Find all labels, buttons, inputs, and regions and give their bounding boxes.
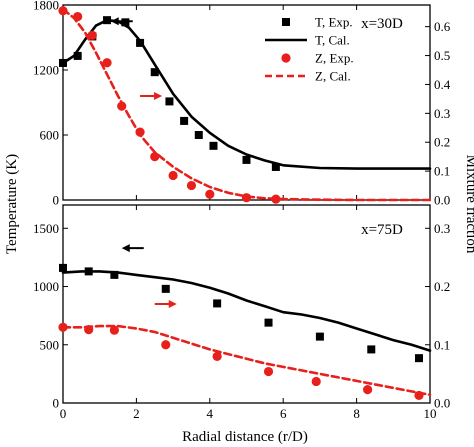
legend-entry-z-cal: Z, Cal. (265, 69, 351, 84)
arrow-head (154, 92, 163, 100)
data-point-t-exp (194, 131, 203, 139)
y-left-tick-label: 1800 (33, 0, 59, 13)
y-right-tick-label: 0.5 (434, 48, 450, 63)
y-right-tick-label: 0.6 (434, 19, 451, 34)
x-tick-label: 10 (424, 406, 437, 421)
data-point-z-exp (102, 58, 112, 68)
panel-label: x=75D (361, 222, 403, 238)
data-point-t-exp (264, 318, 273, 327)
data-point-z-exp (212, 351, 222, 362)
legend-swatch (282, 18, 290, 26)
y-right-tick-label: 0.0 (434, 396, 450, 411)
y-left-tick-label: 600 (40, 128, 60, 143)
panel-label: x=30D (361, 16, 403, 32)
y-right-tick-label: 0.3 (434, 221, 450, 236)
legend-entry-t-exp: T, Exp. (282, 15, 353, 30)
x-tick-label: 8 (353, 406, 360, 421)
data-point-z-exp (87, 30, 97, 40)
data-point-t-exp (414, 354, 423, 363)
y-left-tick-label: 1200 (33, 63, 59, 78)
legend-label: T, Exp. (315, 15, 353, 30)
arrow-left-icon (110, 17, 133, 26)
data-point-z-exp (263, 366, 274, 377)
data-point-z-exp (161, 340, 171, 350)
series-line-t-cal (61, 270, 432, 352)
y-right-tick-label: 0.1 (434, 164, 450, 179)
panel-2: 0 2 4 6 8 10 0 500 1000 1500 0.0 0.1 0.2 0.3 x=75D (33, 204, 450, 421)
legend-label: T, Cal. (315, 33, 350, 48)
y-left-tick-label: 1500 (33, 221, 59, 236)
plot-frame (62, 204, 431, 404)
y-left-tick-label: 0 (53, 396, 60, 411)
legend-entry-t-cal: T, Cal. (265, 33, 350, 48)
data-point-t-exp (73, 51, 82, 60)
x-tick-label: 6 (280, 406, 287, 421)
legend: T, Exp. T, Cal. Z, Exp. Z, Cal. (265, 15, 354, 84)
data-point-z-exp (150, 152, 160, 162)
arrow-right-icon (154, 300, 177, 308)
data-point-z-exp (205, 189, 215, 199)
y-axis-label-left: Temperature (K) (4, 154, 20, 254)
x-tick-label: 4 (207, 406, 214, 421)
x-axis-label: Radial distance (r/D) (182, 429, 308, 445)
arrow-right-icon (140, 92, 163, 100)
legend-swatch (281, 53, 291, 63)
data-point-t-exp (209, 141, 218, 150)
data-point-t-exp (59, 263, 67, 272)
data-point-t-exp (242, 155, 251, 164)
y-left-tick-label: 500 (40, 337, 60, 352)
plot-frame (62, 4, 431, 201)
series-line-z-cal (61, 8, 432, 202)
arrow-head (121, 244, 130, 253)
data-point-t-exp (150, 68, 159, 77)
legend-label: Z, Cal. (315, 69, 351, 84)
y-right-tick-label: 0.0 (434, 193, 450, 208)
data-point-z-exp (363, 385, 373, 395)
x-tick-label: 0 (60, 406, 67, 421)
legend-label: Z, Exp. (315, 51, 354, 66)
y-right-tick-label: 0.2 (434, 135, 450, 150)
data-point-z-exp (186, 180, 197, 191)
arrow-head (110, 17, 119, 26)
series-line-t-cal (61, 18, 432, 170)
data-point-z-exp (311, 376, 321, 387)
y-right-tick-label: 0.3 (434, 106, 450, 121)
data-point-t-exp (165, 97, 174, 106)
data-point-t-exp (180, 116, 189, 125)
arrow-left-icon (121, 244, 144, 253)
data-point-t-exp (110, 270, 119, 279)
y-right-tick-label: 0.2 (434, 279, 450, 294)
data-point-z-exp (168, 170, 178, 181)
data-point-t-exp (161, 284, 170, 293)
y-axis-label-right: Mixture fraction (463, 155, 474, 254)
y-left-tick-label: 1000 (33, 279, 59, 294)
data-point-z-exp (109, 325, 119, 335)
x-tick-label: 2 (133, 406, 140, 421)
legend-entry-z-exp: Z, Exp. (281, 51, 354, 66)
data-point-t-exp (367, 345, 376, 354)
data-point-t-exp (121, 18, 130, 27)
data-point-t-exp (213, 299, 222, 308)
y-left-tick-label: 0 (53, 193, 60, 208)
panel-1: 0 600 1200 1800 0.0 0.1 0.2 0.3 0.4 0.5 0.6 x=30D (33, 0, 451, 208)
arrow-head (168, 300, 177, 308)
data-point-t-exp (271, 162, 280, 171)
y-right-tick-label: 0.1 (434, 337, 450, 352)
series-line-z-cal (61, 324, 432, 397)
data-point-t-exp (315, 332, 324, 341)
y-right-tick-label: 0.4 (434, 77, 451, 92)
